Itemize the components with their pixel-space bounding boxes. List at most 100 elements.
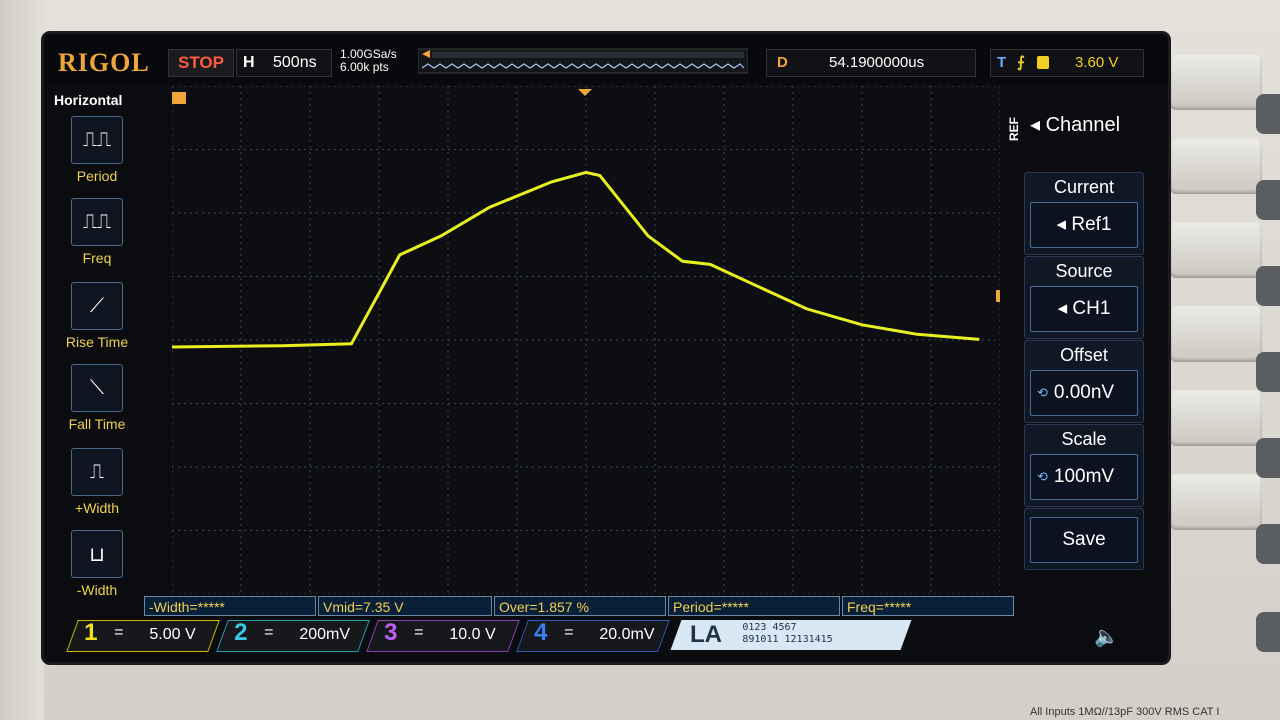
scope-screen: RIGOL STOP H 500ns 1.00GSa/s 6.00k pts D… bbox=[44, 34, 1168, 662]
measurement-bar: -Width=***** Vmid=7.35 V Over=1.857 % Pe… bbox=[144, 596, 1024, 618]
trigger-position-marker bbox=[172, 92, 186, 104]
softkey-5[interactable] bbox=[1170, 390, 1262, 446]
measure-fall-time-label: Fall Time bbox=[68, 416, 126, 432]
source-header: Source bbox=[1055, 261, 1113, 281]
timebase-key: H bbox=[243, 54, 255, 71]
side-knob-5[interactable] bbox=[1256, 438, 1280, 478]
knob-icon: ⟲ bbox=[1037, 469, 1048, 484]
channel-bar: 1 = 5.00 V 2 = 200mV 3 = 10.0 V 4 = 20.0… bbox=[66, 619, 1168, 652]
acquisition-info: 1.00GSa/s 6.00k pts bbox=[340, 48, 397, 74]
memory-position-bar bbox=[418, 48, 748, 74]
channel-4-number: 4 bbox=[534, 619, 548, 646]
rigol-logo: RIGOL bbox=[58, 48, 150, 77]
side-knob-4[interactable] bbox=[1256, 352, 1280, 392]
measure-period-result: Period=***** bbox=[668, 596, 840, 616]
la-label: LA bbox=[690, 621, 722, 648]
timebase-value: 500ns bbox=[273, 54, 317, 71]
save-value: Save bbox=[1030, 517, 1138, 563]
side-knob-3[interactable] bbox=[1256, 266, 1280, 306]
channel-label: Channel bbox=[1045, 114, 1121, 136]
waveform-display: R1 bbox=[172, 86, 1000, 594]
channel-4[interactable]: 4 = 20.0mV bbox=[516, 619, 670, 652]
side-knob-1[interactable] bbox=[1256, 94, 1280, 134]
reference-waveform bbox=[172, 170, 980, 349]
measure-freq[interactable]: ⎍⎍ Freq bbox=[62, 198, 132, 266]
la-digits-row-2: 891011 12131415 bbox=[742, 634, 833, 645]
channel-3-coupling: = bbox=[414, 624, 424, 641]
channel-3[interactable]: 3 = 10.0 V bbox=[366, 619, 520, 652]
softkey-1[interactable] bbox=[1170, 54, 1262, 110]
sample-rate: 1.00GSa/s bbox=[340, 47, 397, 61]
source-item[interactable]: Source ◂ CH1 bbox=[1024, 256, 1144, 339]
measure-menu: Horizontal ⎍⎍ Period ⎍⎍ Freq ⟋ Rise Time… bbox=[44, 84, 144, 604]
offset-item[interactable]: Offset ⟲ 0.00nV bbox=[1024, 340, 1144, 423]
current-header: Current bbox=[1053, 177, 1115, 197]
reference-menu: REF ◂ Channel Current ◂ Ref1 Source ◂ CH… bbox=[1007, 86, 1144, 596]
measure-period[interactable]: ⎍⎍ Period bbox=[62, 116, 132, 184]
side-knob-7[interactable] bbox=[1256, 612, 1280, 652]
delay-value: 54.1900000us bbox=[829, 54, 925, 71]
graticule bbox=[172, 86, 1000, 594]
save-header bbox=[1025, 509, 1143, 513]
scale-value: ⟲ 100mV bbox=[1030, 454, 1138, 500]
ref-side-label: REF bbox=[1007, 117, 1021, 141]
measure-negative-width-label: -Width bbox=[76, 582, 118, 598]
channel-1-scale: 5.00 V bbox=[149, 626, 196, 643]
softkey-4[interactable] bbox=[1170, 306, 1262, 362]
current-value-text: Ref1 bbox=[1071, 214, 1112, 235]
run-stop-status: STOP bbox=[168, 49, 234, 77]
offset-value-text: 0.00nV bbox=[1053, 382, 1115, 403]
la-digits: 0123 4567 891011 12131415 bbox=[742, 622, 832, 646]
scale-header: Scale bbox=[1061, 429, 1107, 449]
save-button[interactable]: Save bbox=[1024, 508, 1144, 570]
side-knob-6[interactable] bbox=[1256, 524, 1280, 564]
measure-positive-width[interactable]: ⎍ +Width bbox=[62, 448, 132, 516]
measure-negative-width[interactable]: ⊔ -Width bbox=[62, 530, 132, 598]
current-ref-item[interactable]: Current ◂ Ref1 bbox=[1024, 172, 1144, 255]
channel-4-scale: 20.0mV bbox=[599, 626, 655, 643]
softkey-3[interactable] bbox=[1170, 222, 1262, 278]
channel-1[interactable]: 1 = 5.00 V bbox=[66, 619, 220, 652]
delay-key: D bbox=[777, 54, 788, 71]
side-knob-2[interactable] bbox=[1256, 180, 1280, 220]
period-icon: ⎍⎍ bbox=[71, 116, 123, 164]
measure-rise-time[interactable]: ⟋ Rise Time bbox=[62, 282, 132, 350]
trigger-level: 3.60 V bbox=[1075, 54, 1119, 71]
current-value: ◂ Ref1 bbox=[1030, 202, 1138, 248]
speaker-icon[interactable]: 🔈 bbox=[1094, 626, 1119, 648]
timebase-display: H 500ns bbox=[236, 49, 332, 77]
status-bar: RIGOL STOP H 500ns 1.00GSa/s 6.00k pts D… bbox=[44, 34, 1168, 84]
trigger-source-icon bbox=[1037, 56, 1049, 69]
rise-time-icon: ⟋ bbox=[71, 282, 123, 330]
trigger-edge-icon: ⨍ bbox=[1017, 54, 1025, 71]
measure-fall-time[interactable]: ⟍ Fall Time bbox=[62, 364, 132, 432]
trigger-display: T ⨍ 3.60 V bbox=[990, 49, 1144, 77]
positive-width-icon: ⎍ bbox=[71, 448, 123, 496]
source-value-text: CH1 bbox=[1072, 298, 1111, 319]
channel-2[interactable]: 2 = 200mV bbox=[216, 619, 370, 652]
trigger-key: T bbox=[997, 54, 1007, 71]
measure-period-label: Period bbox=[76, 168, 118, 184]
channel-3-scale: 10.0 V bbox=[449, 626, 496, 643]
measure-positive-width-label: +Width bbox=[75, 500, 119, 516]
measure-vmid-result: Vmid=7.35 V bbox=[318, 596, 492, 616]
measure-rise-time-label: Rise Time bbox=[65, 334, 129, 350]
channel-2-number: 2 bbox=[234, 619, 248, 646]
knob-icon: ⟲ bbox=[1037, 385, 1048, 400]
measure-negative-width-result: -Width=***** bbox=[144, 596, 316, 616]
left-bezel bbox=[0, 0, 44, 720]
negative-width-icon: ⊔ bbox=[71, 530, 123, 578]
offset-header: Offset bbox=[1060, 345, 1108, 365]
softkey-2[interactable] bbox=[1170, 138, 1262, 194]
source-value: ◂ CH1 bbox=[1030, 286, 1138, 332]
softkey-6[interactable] bbox=[1170, 474, 1262, 530]
measure-overshoot-result: Over=1.857 % bbox=[494, 596, 666, 616]
scale-item[interactable]: Scale ⟲ 100mV bbox=[1024, 424, 1144, 507]
offset-value: ⟲ 0.00nV bbox=[1030, 370, 1138, 416]
logic-analyzer-status[interactable]: LA 0123 4567 891011 12131415 bbox=[670, 620, 912, 650]
measure-menu-title: Horizontal bbox=[54, 92, 123, 108]
scale-value-text: 100mV bbox=[1053, 466, 1115, 487]
memory-depth: 6.00k pts bbox=[340, 60, 389, 74]
input-rating-label: All Inputs 1MΩ//13pF 300V RMS CAT I bbox=[1030, 706, 1220, 718]
trigger-level-marker bbox=[996, 290, 1000, 302]
